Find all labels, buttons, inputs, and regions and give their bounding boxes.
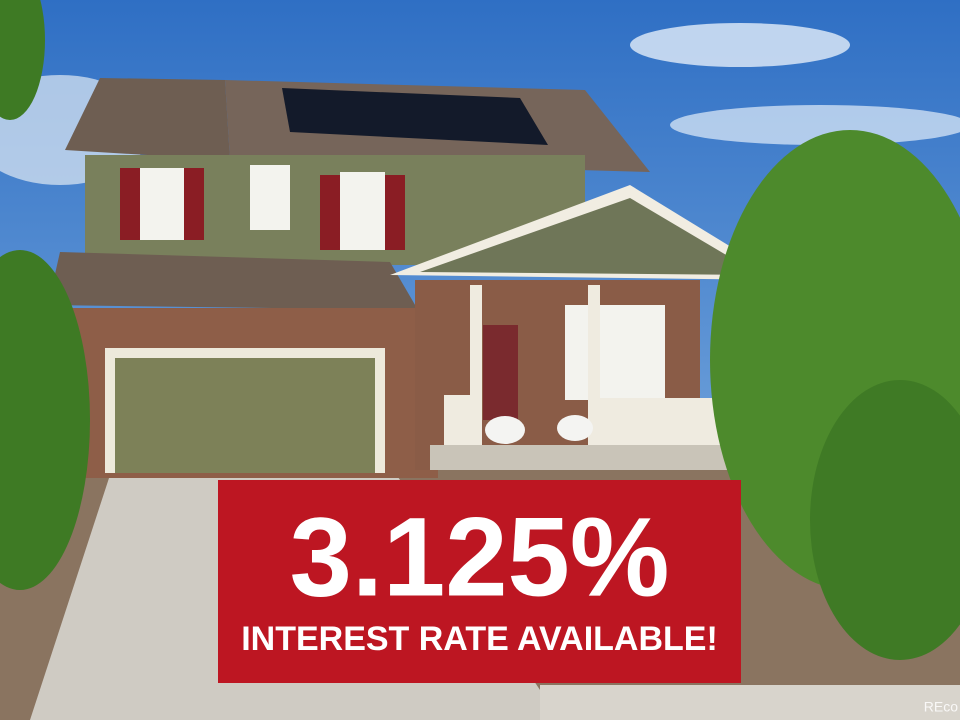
shutter bbox=[184, 168, 204, 240]
promo-banner bbox=[218, 480, 741, 683]
window bbox=[340, 172, 385, 250]
solar-panels bbox=[282, 88, 548, 145]
promo-subtext: INTEREST RATE AVAILABLE! bbox=[241, 620, 718, 658]
railing bbox=[444, 395, 472, 450]
shutter bbox=[320, 175, 340, 250]
cloud bbox=[630, 23, 850, 67]
porch-post bbox=[588, 285, 600, 460]
roof bbox=[65, 78, 230, 160]
door bbox=[483, 325, 518, 420]
garage-door bbox=[115, 358, 375, 473]
promo-headline: 3.125% bbox=[290, 495, 670, 620]
shutter bbox=[120, 168, 140, 240]
porch-floor bbox=[430, 445, 730, 470]
window bbox=[565, 305, 665, 400]
shutter bbox=[385, 175, 405, 250]
roof bbox=[48, 252, 418, 310]
gable bbox=[420, 198, 760, 275]
window bbox=[250, 165, 290, 230]
window bbox=[140, 168, 184, 240]
tree bbox=[0, 250, 90, 590]
porch-post bbox=[470, 285, 482, 460]
flowers bbox=[485, 416, 525, 444]
flowers bbox=[557, 415, 593, 441]
cloud bbox=[670, 105, 960, 145]
watermark: REco bbox=[924, 699, 958, 715]
sidewalk bbox=[540, 685, 960, 720]
tree bbox=[810, 380, 960, 660]
tree bbox=[0, 0, 45, 120]
